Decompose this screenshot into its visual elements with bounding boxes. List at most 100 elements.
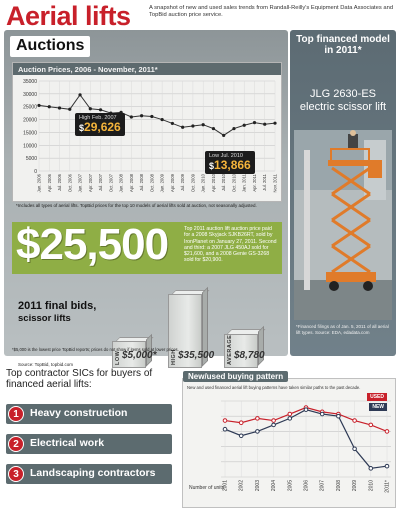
np-series-point — [384, 429, 390, 434]
scissor-lift-illustration — [294, 130, 392, 320]
x-tick-label: Apr. 2007 — [88, 173, 93, 192]
np-series-point — [238, 433, 244, 439]
x-tick-label: Jan. 2006 — [37, 173, 42, 192]
np-x-tick-label: 2011* — [385, 480, 391, 493]
x-tick-label: Jul. 2010 — [221, 173, 226, 191]
x-tick-label: Oct. 2008 — [149, 173, 154, 192]
np-series-point — [287, 416, 293, 421]
top-model-caption: *Financed filings as of Jan. 5, 2011 of … — [296, 324, 389, 335]
auction-price-point — [47, 105, 51, 109]
x-tick-label: Apr. 2010 — [211, 173, 216, 192]
x-tick-label: Oct. 2006 — [67, 173, 72, 192]
np-series-point — [222, 418, 228, 423]
auction-price-point — [140, 114, 144, 118]
sic-number-badge: 2 — [8, 436, 24, 452]
np-y-label: Number of units — [189, 485, 225, 491]
sic-title: Top contractor SICs for buyers of financ… — [6, 368, 153, 390]
x-tick-label: Apr. 2008 — [129, 173, 134, 192]
np-series-point — [255, 429, 260, 434]
np-x-tick-label: 2010 — [368, 480, 374, 491]
auction-price-point — [150, 114, 154, 119]
np-x-tick-label: 2002 — [239, 480, 245, 491]
x-tick-label: Jan. 2011 — [242, 173, 247, 192]
auction-price-point — [129, 115, 133, 119]
bid-bar-front — [112, 341, 146, 368]
bid-bar-value: $35,500 — [178, 350, 215, 361]
sic-item-label: Heavy construction — [30, 407, 128, 419]
np-series-point — [352, 446, 357, 452]
top-price-amount: $25,500 — [16, 220, 169, 269]
np-x-tick-label: 2006 — [304, 480, 310, 491]
final-bids-source: Source: TopBid, topbid.com — [18, 362, 73, 367]
auction-price-point — [242, 123, 246, 127]
np-series-point — [336, 413, 341, 419]
legend-new: NEW — [369, 403, 387, 411]
auction-price-point — [252, 121, 257, 125]
bid-bar-label: LOW — [115, 350, 121, 365]
y-tick-label: 25000 — [23, 105, 37, 111]
y-tick-label: 35000 — [23, 79, 37, 85]
x-tick-label: Nov. 2011 — [273, 173, 278, 192]
legend-used: USED — [367, 393, 387, 401]
high-currency: $ — [79, 123, 85, 133]
np-series-point — [368, 466, 374, 471]
np-series-point — [238, 420, 244, 426]
high-callout: High Feb. 2007 $29,626 — [75, 113, 125, 136]
y-tick-label: 5000 — [26, 156, 37, 162]
auction-price-point — [232, 126, 236, 131]
bid-bar-value: $8,780 — [234, 350, 265, 361]
auction-price-point — [211, 126, 216, 131]
np-x-tick-label: 2009 — [352, 480, 358, 491]
y-tick-label: 0 — [34, 169, 37, 175]
x-tick-label: Jul. 2009 — [180, 173, 185, 191]
auction-price-point — [68, 107, 72, 111]
low-label: Low Jul. 2010 — [209, 153, 243, 159]
np-series-point — [384, 463, 390, 469]
x-tick-label: Jan. 2009 — [160, 173, 165, 192]
x-tick-label: Jan. 2007 — [78, 173, 83, 192]
new-used-title: New/used buying pattern — [183, 371, 289, 382]
auctions-heading: Auctions — [10, 36, 91, 57]
auction-price-point — [37, 103, 41, 108]
top-model-panel: Top financed model in 2011* JLG 2630-ES … — [290, 30, 396, 356]
final-bids-title-text: 2011 final bids, — [18, 300, 97, 312]
x-tick-label: Jul. 2007 — [98, 173, 103, 191]
np-series-point — [352, 418, 357, 423]
auction-price-point — [181, 125, 185, 129]
y-tick-label: 20000 — [23, 118, 37, 124]
bid-bar-value: $5,000* — [122, 350, 157, 361]
page-subtitle: A snapshot of new and used sales trends … — [149, 5, 394, 18]
bid-bar-front — [168, 294, 202, 368]
final-bids-subtitle: scissor lifts — [18, 313, 71, 324]
np-x-tick-label: 2008 — [336, 480, 342, 491]
scissor-lift-photo — [294, 130, 392, 320]
new-used-subtitle: New and used financed aerial lift buying… — [187, 385, 361, 390]
new-used-chart-svg: 2001 2002 2003 2004 2005 2006 2007 2008 2009 2010… — [189, 400, 391, 493]
sic-item-label: Landscaping contractors — [30, 467, 156, 479]
x-tick-label: Oct. 2009 — [190, 173, 195, 192]
top-model-heading: Top financed model in 2011* — [296, 34, 390, 56]
np-x-tick-label: 2004 — [271, 480, 277, 491]
np-x-tick-label: 2001 — [223, 480, 229, 491]
bid-bar-front — [224, 333, 258, 368]
auction-price-point — [201, 123, 205, 127]
sic-item-label: Electrical work — [30, 437, 105, 449]
price-callout-band: $25,500 Top 2011 auction lift auction pr… — [12, 220, 282, 274]
final-bids-note: *$5,000 is the lowest price TopBid repor… — [12, 347, 179, 352]
auction-price-point — [273, 121, 277, 125]
x-tick-label: Jul. 2006 — [57, 173, 62, 191]
page-title: Aerial lifts — [6, 1, 131, 31]
sic-item-electrical-work: 2 Electrical work — [6, 434, 172, 454]
x-tick-label: Jul. 2011 — [262, 173, 267, 190]
high-label: High Feb. 2007 — [79, 115, 117, 121]
sic-number-badge: 1 — [8, 406, 24, 422]
x-tick-label: Apr. 2006 — [47, 173, 52, 192]
auction-chart-svg: 35000300002500020000150001000050000Jan. … — [23, 79, 278, 192]
auction-price-point — [191, 124, 195, 128]
np-x-tick-label: 2003 — [255, 480, 261, 491]
top-model-name: JLG 2630-ES electric scissor lift — [299, 88, 387, 113]
y-tick-label: 30000 — [23, 92, 37, 98]
sic-number-badge: 3 — [8, 466, 24, 482]
auction-price-point — [263, 122, 267, 126]
np-series-point — [319, 411, 325, 417]
